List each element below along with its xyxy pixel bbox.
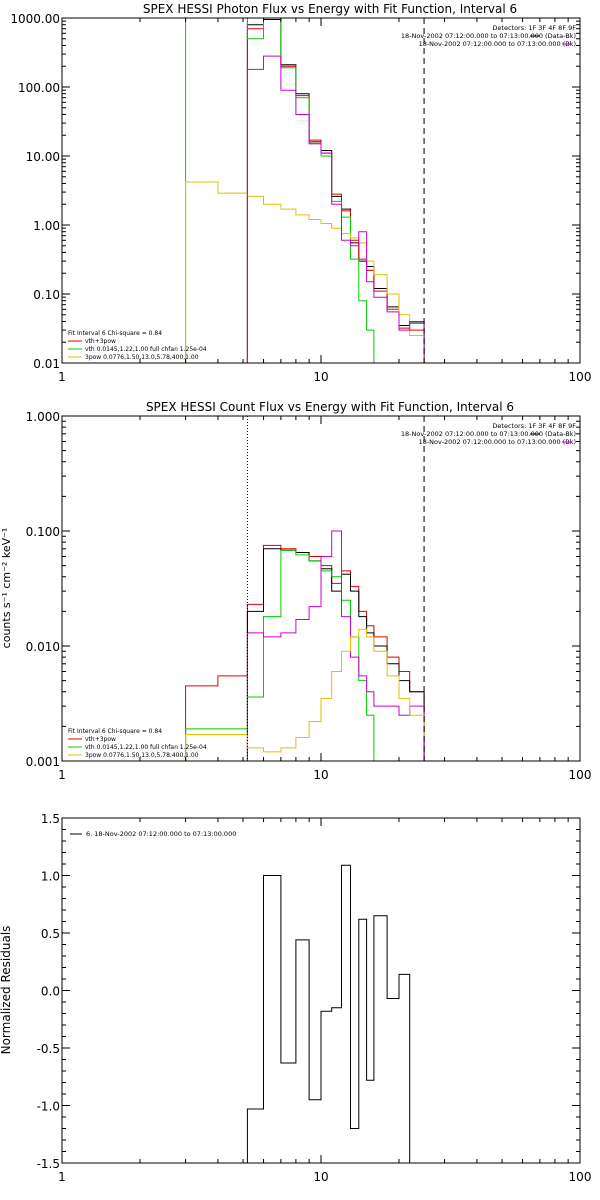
count-header-line-1: Detectors: 1F 3F 4F 8F 9F bbox=[492, 422, 576, 430]
residuals-ytick-label-0: -1.5 bbox=[37, 1157, 60, 1171]
photon-xtick-label-2: 100 bbox=[569, 370, 592, 384]
residuals-legend: 6. 18-Nov-2002 07:12:00.000 to 07:13:00.… bbox=[86, 830, 236, 838]
photon-series-3pow bbox=[185, 181, 445, 364]
count-fit-line-1: Fit Interval 6 Chi-square = 0.84 bbox=[68, 728, 162, 735]
photon-ytick-label-5: 1000.00 bbox=[10, 12, 60, 26]
count-xtick-label-0: 1 bbox=[58, 768, 66, 782]
count-fit-line-2: vth+3pow bbox=[85, 736, 116, 743]
photon-header-line-3: 18-Nov-2002 07:12:00.000 to 07:13:00.000… bbox=[419, 40, 576, 48]
photon-header-line-2: 18-Nov-2002 07:12:00.000 to 07:13:00.000… bbox=[401, 32, 576, 40]
residuals-ytick-label-1: -1.0 bbox=[37, 1100, 60, 1114]
residuals-xtick-label-2: 100 bbox=[569, 1170, 592, 1184]
residuals-xtick-label-0: 1 bbox=[58, 1170, 66, 1184]
photon-series-bsm bbox=[246, 55, 425, 363]
photon-ytick-label-0: 0.01 bbox=[33, 357, 60, 371]
photon-ytick-label-3: 10.00 bbox=[26, 150, 60, 164]
residuals-ytick-label-5: 1.0 bbox=[41, 870, 60, 884]
photon-xtick-label-1: 10 bbox=[313, 370, 328, 384]
count-ylabel: counts s⁻¹ cm⁻² keV⁻¹ bbox=[0, 528, 13, 649]
count-series-vth bbox=[185, 549, 425, 762]
residuals-ytick-label-4: 0.5 bbox=[41, 927, 60, 941]
count-header-line-3: 18-Nov-2002 07:12:00.000 to 07:13:00.000… bbox=[419, 438, 576, 446]
photon-ytick-label-2: 1.00 bbox=[33, 219, 60, 233]
count-ytick-label-3: 1.000 bbox=[26, 410, 60, 424]
photon-series-vth bbox=[185, 17, 425, 364]
photon-fit-line-4: 3pow 0.0776,1.50,13.0,5.78,400,1.00 bbox=[85, 354, 199, 361]
residuals-panel: 1 10 100 -1.5 -1.0 -0.5 0.0 0.5 1.0 1.5 Normalize… bbox=[0, 812, 591, 1184]
count-series-3pow bbox=[185, 628, 425, 761]
count-flux-panel: SPEX HESSI Count Flux vs Energy with Fit… bbox=[0, 400, 591, 782]
photon-ytick-label-1: 0.10 bbox=[33, 288, 60, 302]
count-ytick-label-2: 0.100 bbox=[26, 525, 60, 539]
count-ytick-label-1: 0.010 bbox=[26, 640, 60, 654]
photon-fit-line-1: Fit Interval 6 Chi-square = 0.84 bbox=[68, 330, 162, 337]
count-fit-line-4: 3pow 0.0776,1.50,13.0,5.78,400,1.00 bbox=[85, 752, 199, 759]
photon-title: SPEX HESSI Photon Flux vs Energy with Fi… bbox=[143, 2, 517, 16]
residuals-series-total bbox=[246, 864, 425, 1164]
count-title: SPEX HESSI Count Flux vs Energy with Fit… bbox=[146, 400, 514, 414]
count-series-bsm bbox=[246, 530, 425, 761]
photon-flux-panel: SPEX HESSI Photon Flux vs Energy with Fi… bbox=[10, 2, 591, 384]
residuals-ytick-label-6: 1.5 bbox=[41, 812, 60, 826]
residuals-plot-frame bbox=[61, 817, 581, 1164]
count-xtick-label-1: 10 bbox=[313, 768, 328, 782]
photon-series-total bbox=[246, 19, 425, 363]
count-ytick-label-0: 0.001 bbox=[26, 755, 60, 769]
photon-ytick-label-4: 100.00 bbox=[18, 81, 60, 95]
count-header-line-2: 18-Nov-2002 07:12:00.000 to 07:13:00.000… bbox=[401, 430, 576, 438]
residuals-xtick-label-1: 10 bbox=[313, 1170, 328, 1184]
residuals-ytick-label-3: 0.0 bbox=[41, 985, 60, 999]
residuals-ytick-label-2: -0.5 bbox=[37, 1042, 60, 1056]
photon-series-vth-3pow bbox=[246, 17, 425, 363]
residuals-ylabel: Normalized Residuals bbox=[0, 926, 13, 1055]
count-series-total bbox=[246, 548, 425, 761]
photon-plot-frame bbox=[61, 17, 581, 364]
photon-xtick-label-0: 1 bbox=[58, 370, 66, 384]
photon-fit-line-3: vth 0.0145,1.22,1.00 full chfan 1.25e-04 bbox=[85, 346, 207, 353]
count-xtick-label-2: 100 bbox=[569, 768, 592, 782]
count-fit-line-3: vth 0.0145,1.22,1.00 full chfan 1.25e-04 bbox=[85, 744, 207, 751]
count-series-vth-3pow bbox=[185, 544, 425, 761]
photon-fit-line-2: vth+3pow bbox=[85, 338, 116, 345]
photon-header-line-1: Detectors: 1F 3F 4F 8F 9F bbox=[492, 24, 576, 32]
